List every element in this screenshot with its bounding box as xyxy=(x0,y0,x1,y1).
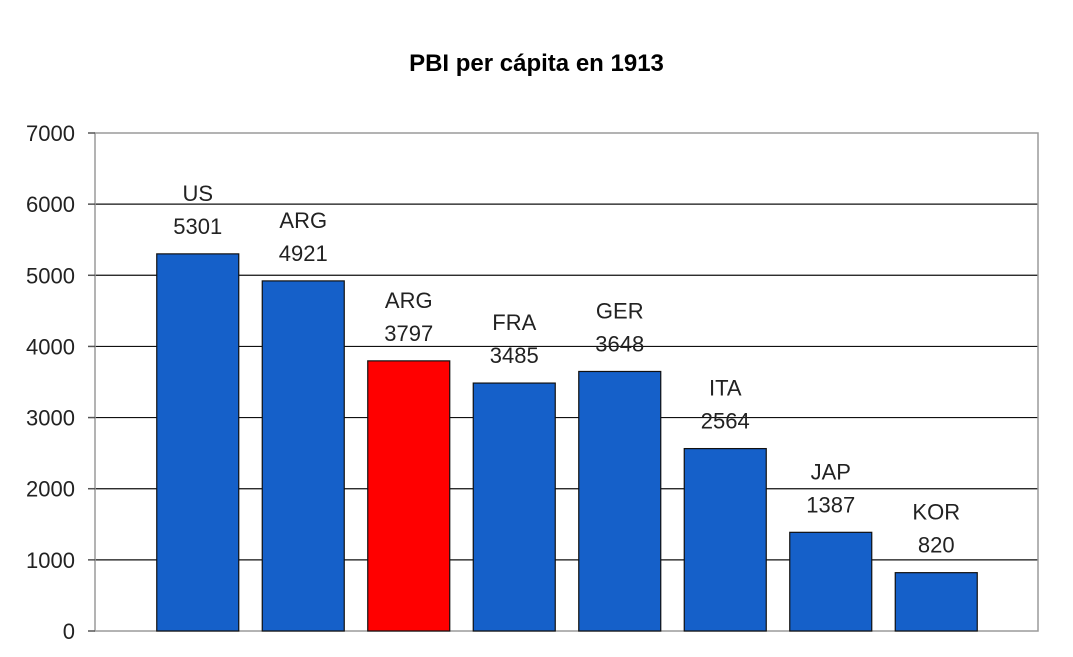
y-tick-label: 5000 xyxy=(26,263,75,288)
bar-value-label: 3797 xyxy=(384,321,433,346)
bar-value-label: 4921 xyxy=(279,241,328,266)
bar-value-label: 1387 xyxy=(806,492,855,517)
chart-title: PBI per cápita en 1913 xyxy=(409,50,664,77)
bar-jap-6 xyxy=(789,531,873,632)
plot-frame xyxy=(94,132,1039,632)
y-tick-label: 3000 xyxy=(26,406,75,431)
bar-value-label: 820 xyxy=(918,533,955,558)
bar-value-label: 5301 xyxy=(173,214,222,239)
bar-value-label: 3485 xyxy=(490,343,539,368)
bar-category-label: FRA xyxy=(492,310,536,335)
y-tick-label: 0 xyxy=(63,619,75,644)
y-tick-label: 7000 xyxy=(26,121,75,146)
y-axis-ticks: 0 1000 2000 3000 4000 5000 6000 7000 xyxy=(26,121,95,644)
bar-kor-7 xyxy=(894,572,978,632)
bar-category-label: KOR xyxy=(912,500,960,525)
bar-arg-2 xyxy=(367,360,451,632)
bar-category-label: JAP xyxy=(811,459,851,484)
bar-ger-4 xyxy=(578,370,662,632)
gridlines xyxy=(95,203,1038,561)
bar-category-label: ITA xyxy=(709,376,742,401)
bar-fra-3 xyxy=(472,382,556,632)
axes xyxy=(94,132,1039,632)
bar-labels: US 5301 ARG 4921 ARG 3797 FRA 3485 GER 3648 ITA 256… xyxy=(173,181,960,558)
bar-value-label: 2564 xyxy=(701,409,750,434)
bar-value-label: 3648 xyxy=(595,331,644,356)
y-tick-label: 1000 xyxy=(26,548,75,573)
bar-category-label: GER xyxy=(596,298,644,323)
bar-arg-1 xyxy=(261,280,345,632)
bar-ita-5 xyxy=(683,447,767,632)
bar-category-label: ARG xyxy=(385,288,433,313)
y-tick-label: 2000 xyxy=(26,477,75,502)
bar-category-label: ARG xyxy=(279,208,327,233)
bar-us-0 xyxy=(156,253,240,632)
bar-category-label: US xyxy=(182,181,213,206)
bars xyxy=(156,253,978,632)
y-tick-label: 6000 xyxy=(26,192,75,217)
y-tick-label: 4000 xyxy=(26,334,75,359)
